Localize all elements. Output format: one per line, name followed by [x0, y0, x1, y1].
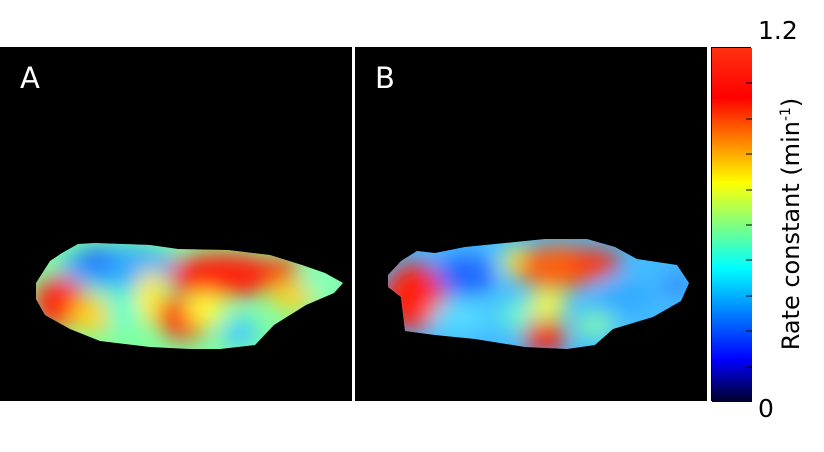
colorbar-title-suffix: ) — [777, 97, 805, 108]
rate-map-a — [36, 243, 343, 349]
colorbar-ticks — [746, 82, 752, 368]
colorbar-min-label: 0 — [758, 394, 774, 423]
map-panel-b: B — [355, 47, 707, 401]
rate-map-b — [388, 239, 689, 349]
colorbar-title: Rate constant (min-1) — [768, 74, 805, 374]
colorbar-title-prefix: Rate constant (min — [777, 121, 805, 351]
map-panel-a: A — [0, 47, 352, 401]
colorbar-gradient — [712, 48, 752, 402]
colorbar-title-sup: -1 — [778, 107, 794, 122]
colorbar — [711, 47, 752, 402]
colorbar-max-label: 1.2 — [758, 16, 798, 45]
panel-label-a: A — [20, 61, 40, 95]
panel-label-b: B — [375, 61, 395, 95]
